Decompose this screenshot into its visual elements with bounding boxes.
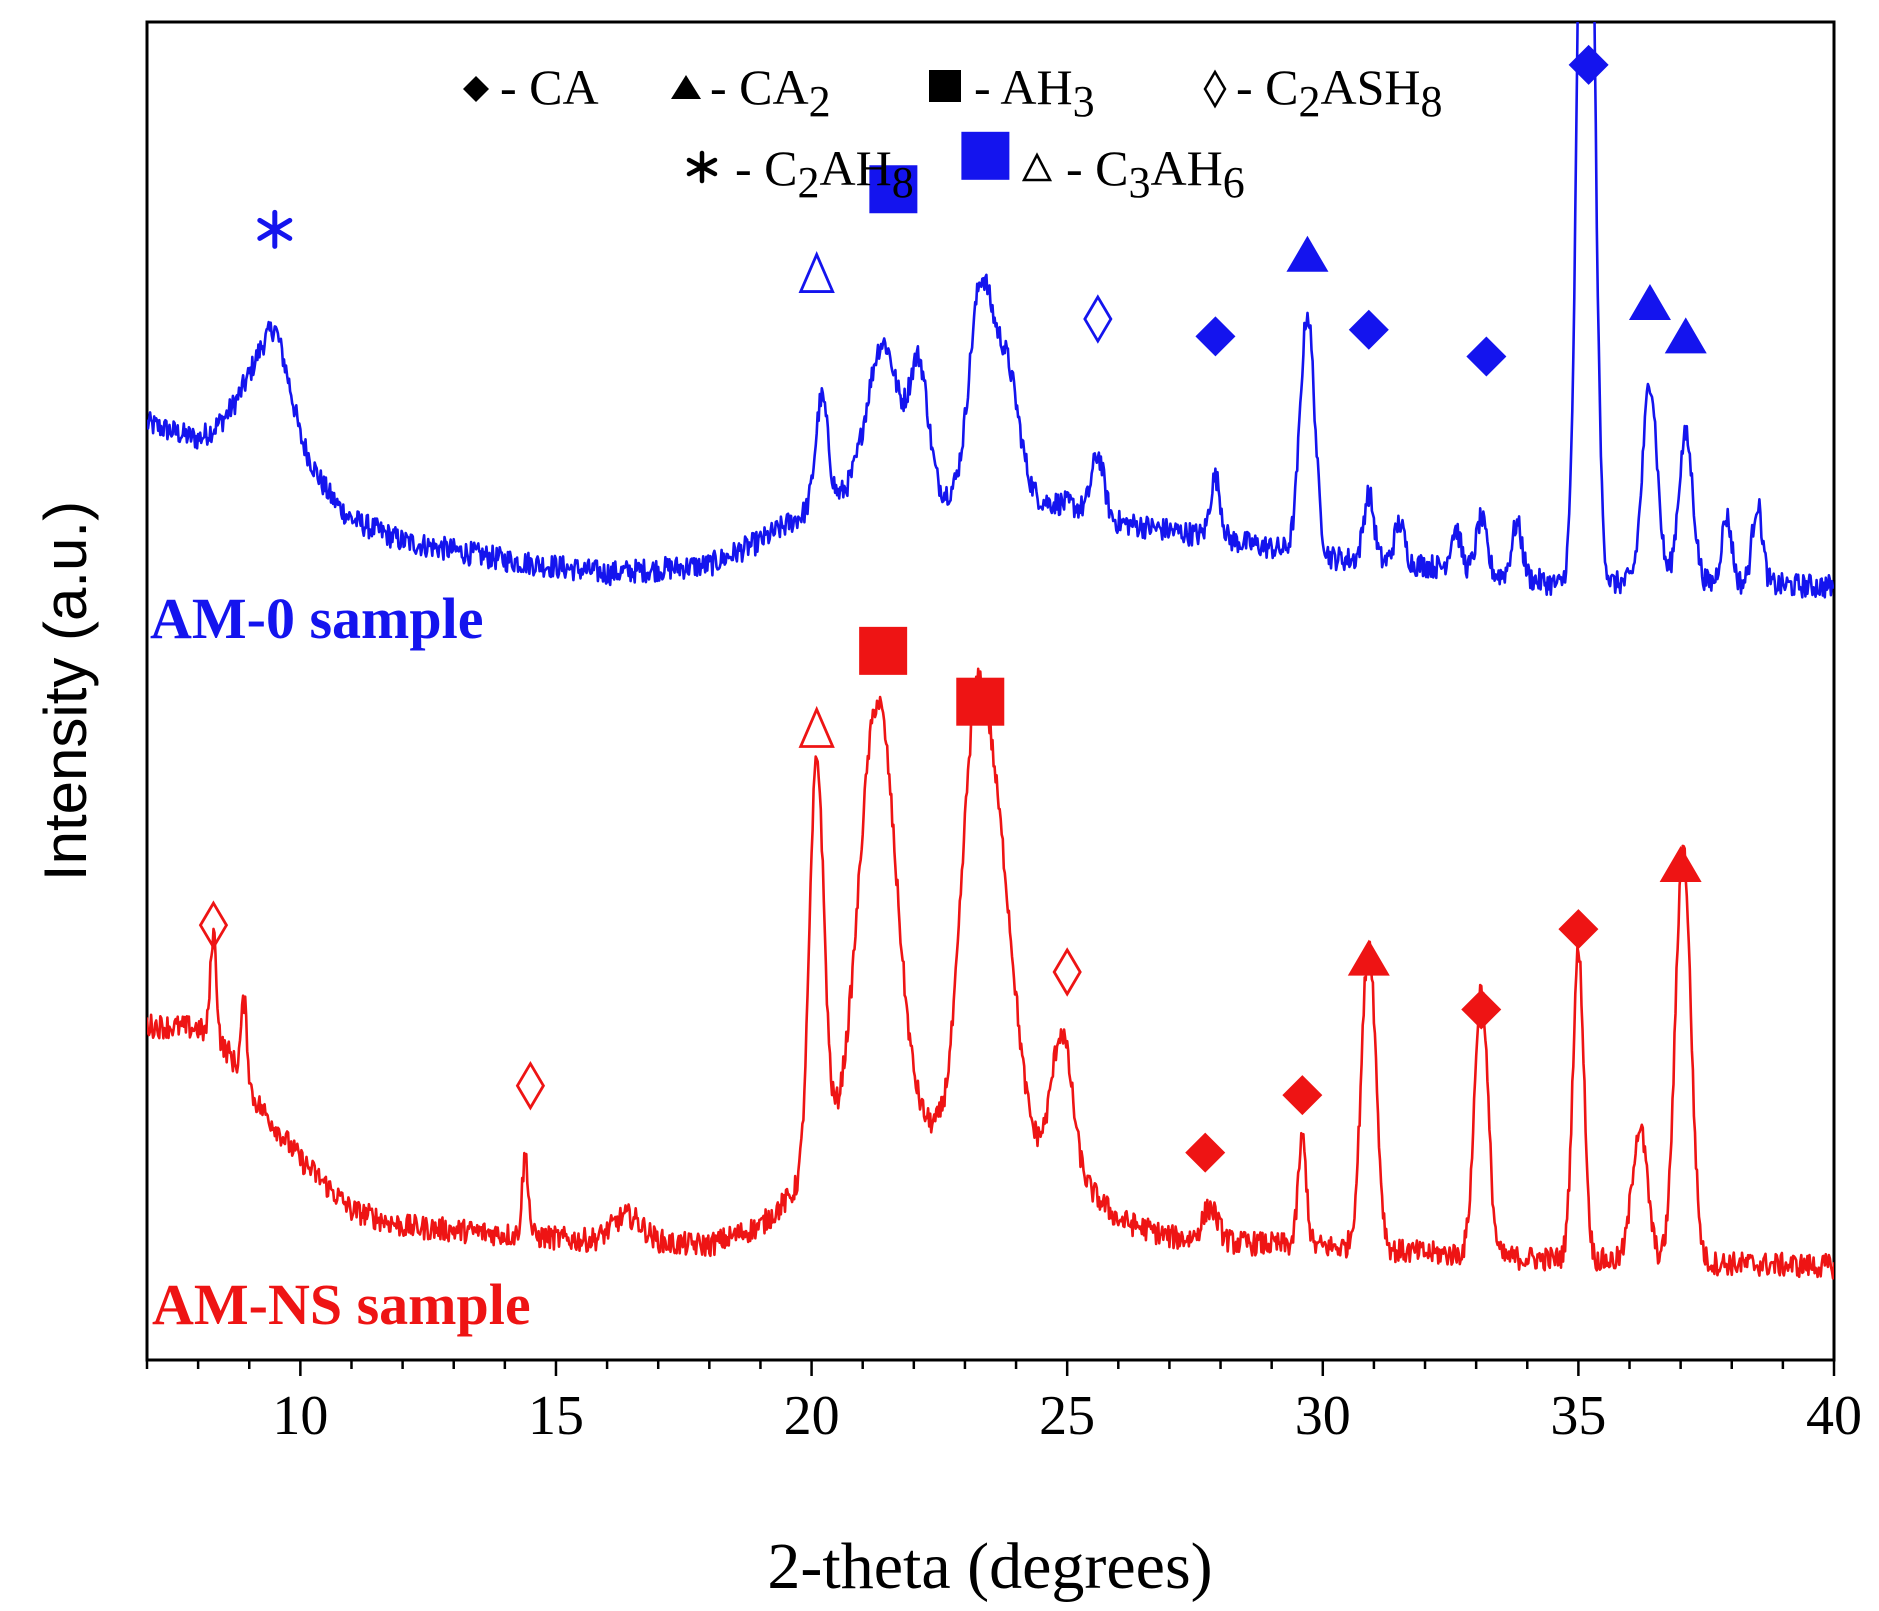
open-triangle-marker — [798, 251, 835, 293]
asterisk-stroke — [257, 217, 293, 241]
filled-triangle-marker — [1664, 317, 1707, 354]
legend-label-ah3: - AH3 — [974, 59, 1095, 126]
marker-layer — [198, 44, 1707, 1173]
filled-square-marker — [859, 626, 908, 675]
filled-diamond-marker — [1348, 309, 1389, 350]
x-tick-label: 40 — [1806, 1385, 1862, 1447]
asterisk-marker — [257, 209, 293, 249]
x-tick-label: 20 — [784, 1385, 840, 1447]
legend-label-ca2: - CA2 — [710, 59, 831, 126]
open-diamond-marker — [1083, 294, 1113, 344]
filled-square-icon — [929, 70, 961, 102]
x-tick-label: 10 — [272, 1385, 328, 1447]
y-axis-title: Intensity (a.u.) — [32, 501, 99, 881]
x-axis-title: 2-theta (degrees) — [767, 1530, 1212, 1603]
filled-triangle-marker — [1347, 939, 1390, 976]
legend-label-c2ash8: - C2ASH8 — [1236, 59, 1443, 126]
filled-triangle-marker — [1628, 283, 1671, 320]
open-triangle-icon — [1021, 152, 1053, 182]
filled-triangle-marker — [1659, 845, 1702, 882]
series-line-am-ns — [147, 667, 1834, 1280]
filled-triangle-icon — [671, 75, 701, 99]
filled-diamond-marker — [1195, 316, 1236, 357]
x-tick-label: 15 — [528, 1385, 584, 1447]
series-label-am-ns: AM-NS sample — [152, 1272, 531, 1337]
open-diamond-marker — [515, 1060, 546, 1111]
filled-triangle-marker — [1286, 235, 1329, 272]
filled-diamond-marker — [1466, 336, 1507, 377]
x-tick-label: 35 — [1550, 1385, 1606, 1447]
legend-label-c3ah6: - C3AH6 — [1066, 140, 1245, 207]
x-axis: 10 15 20 25 30 35 40 — [145, 1360, 1862, 1447]
series-label-am-0: AM-0 sample — [150, 586, 483, 651]
legend-label-c2ah8: - C2AH8 — [735, 140, 914, 207]
filled-diamond-marker — [1568, 44, 1609, 85]
legend: - CA - CA2 - AH3 - C2ASH8 - C2AH8 - C3AH… — [463, 59, 1443, 207]
plot-frame — [145, 20, 1836, 1362]
filled-diamond-icon — [463, 76, 489, 102]
filled-diamond-marker — [1185, 1132, 1226, 1173]
x-tick-label: 25 — [1039, 1385, 1095, 1447]
filled-square-marker — [869, 165, 918, 214]
x-tick-label: 30 — [1295, 1385, 1351, 1447]
filled-diamond-marker — [1558, 909, 1599, 950]
open-diamond-marker — [1052, 947, 1082, 997]
filled-square-marker — [956, 677, 1005, 726]
legend-item-ca: - CA — [463, 59, 599, 115]
legend-item-ah3: - AH3 — [929, 59, 1095, 126]
filled-diamond-marker — [1461, 989, 1502, 1030]
open-diamond-marker — [198, 900, 229, 950]
open-triangle-marker — [798, 705, 835, 748]
legend-item-c2ah8: - C2AH8 — [686, 140, 914, 207]
filled-square-marker — [961, 131, 1010, 180]
filled-diamond-marker — [1282, 1075, 1323, 1116]
legend-item-c3ah6: - C3AH6 — [1021, 140, 1245, 207]
legend-item-ca2: - CA2 — [671, 59, 831, 126]
legend-item-c2ash8: - C2ASH8 — [1203, 59, 1443, 126]
legend-label-ca: - CA — [500, 59, 599, 115]
open-diamond-icon — [1203, 69, 1227, 109]
series-line-am-0 — [147, 22, 1834, 599]
asterisk-icon — [686, 150, 718, 184]
